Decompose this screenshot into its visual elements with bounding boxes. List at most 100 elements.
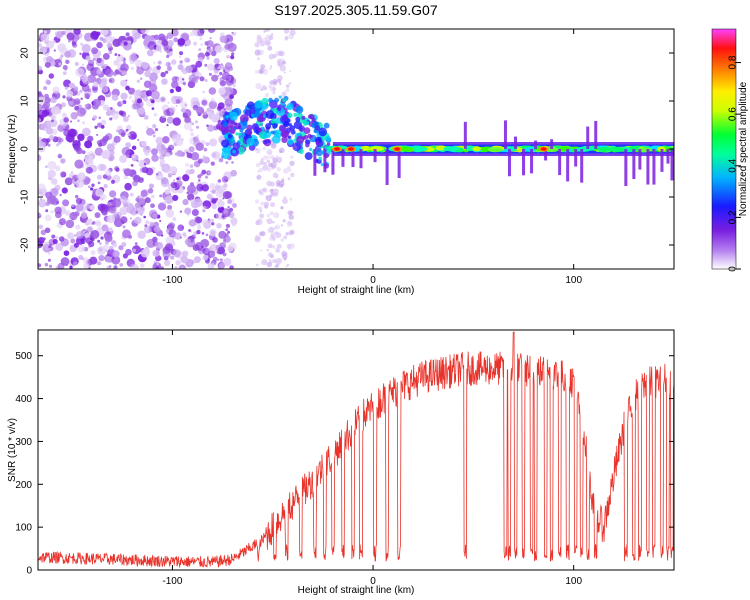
spectral-blob [311, 117, 316, 122]
spectral-blob [53, 49, 56, 52]
spectral-blob [88, 178, 91, 181]
snr-xtick-label: 100 [565, 576, 582, 587]
spectral-blob [191, 209, 199, 217]
spectral-blob [258, 189, 263, 194]
spectral-blob [75, 197, 83, 205]
spectral-blob [108, 245, 114, 251]
spectral-blob [239, 114, 249, 124]
spectral-blob [153, 225, 161, 233]
spectral-blob [120, 111, 127, 117]
spectral-blob [271, 164, 276, 168]
track-peak [347, 147, 354, 151]
spectral-blob [182, 232, 187, 237]
snr-xlabel: Height of straight line (km) [298, 585, 415, 596]
spectral-blob [163, 109, 171, 117]
spectral-blob [57, 43, 67, 52]
spectral-blob [269, 211, 274, 216]
spectral-blob [185, 68, 188, 71]
spectral-blob [266, 159, 271, 164]
spectral-blob [280, 130, 288, 138]
spectral-blob [255, 83, 262, 90]
spectral-blob [304, 139, 311, 145]
spectrogram-ytick-label: -10 [20, 189, 31, 204]
spectral-blob [122, 229, 131, 239]
spectral-blob [213, 57, 220, 65]
spectral-blob [207, 63, 215, 71]
spectral-blob [60, 174, 65, 178]
spectral-blob [268, 97, 273, 103]
spectral-blob [208, 87, 217, 95]
spectral-blob [90, 237, 93, 241]
spectral-blob [204, 63, 208, 67]
spectral-blob [165, 209, 175, 218]
spectral-blob [42, 241, 51, 250]
spectral-blob [59, 137, 64, 143]
spectral-blob [105, 240, 109, 245]
spectral-blob [62, 126, 65, 129]
spectral-blob [143, 96, 148, 102]
spectral-blob [152, 134, 156, 138]
spectral-blob [112, 38, 121, 47]
spectral-blob [256, 174, 262, 180]
spectral-blob [246, 137, 255, 147]
spectral-blob [217, 74, 220, 77]
spectral-blob [94, 212, 101, 219]
spectral-blob [38, 140, 44, 147]
spectral-blob [128, 95, 133, 100]
spectral-blob [75, 224, 81, 230]
spectral-blob [161, 78, 168, 85]
spectral-blob [75, 231, 84, 240]
spectral-blob [47, 258, 52, 262]
spectral-blob [263, 201, 269, 207]
spectral-blob [144, 197, 151, 204]
spectral-blob [190, 199, 194, 203]
spectrogram-xtick-label: -100 [162, 275, 182, 286]
spectral-blob [153, 112, 158, 117]
spectral-blob [292, 142, 302, 152]
spectral-blob [195, 75, 200, 80]
spectral-blob [191, 64, 196, 69]
spectral-blob [211, 98, 215, 102]
spectral-blob [38, 117, 42, 123]
track-segment [411, 146, 428, 152]
spectral-blob [286, 221, 293, 227]
spectral-blob [263, 30, 266, 33]
spectral-blob [275, 264, 279, 268]
spectral-blob [92, 57, 96, 61]
spectral-blob [119, 263, 124, 267]
spectral-blob [167, 66, 172, 71]
spectral-blob [100, 29, 109, 36]
spectral-blob [145, 90, 153, 97]
spectral-blob [96, 261, 101, 266]
track-spike [341, 149, 345, 167]
spectral-blob [135, 89, 143, 97]
spectral-blob [98, 256, 102, 260]
spectral-blob [224, 86, 234, 96]
spectral-blob [74, 38, 78, 42]
spectral-blob [162, 136, 170, 144]
spectral-blob [130, 164, 134, 167]
spectral-blob [247, 131, 252, 136]
spectral-blob [140, 189, 148, 197]
spectral-blob [94, 125, 98, 129]
spectral-blob [38, 109, 47, 119]
spectral-blob [211, 189, 216, 194]
spectral-blob [202, 205, 207, 210]
spectral-blob [298, 125, 305, 132]
spectral-blob [282, 219, 286, 223]
spectral-blob [50, 96, 57, 104]
spectral-blob [69, 265, 73, 269]
spectral-blob [283, 235, 288, 240]
spectral-blob [269, 85, 277, 92]
spectral-blob [153, 49, 157, 53]
spectral-blob [320, 162, 324, 167]
spectral-blob [254, 70, 259, 74]
spectral-blob [55, 236, 59, 240]
spectral-blob [64, 86, 68, 90]
spectral-blob [288, 123, 292, 127]
spectral-blob [116, 198, 121, 202]
spectral-blob [44, 227, 51, 234]
spectral-blob [201, 156, 209, 164]
track-segment [472, 146, 481, 152]
spectral-blob [169, 166, 178, 175]
